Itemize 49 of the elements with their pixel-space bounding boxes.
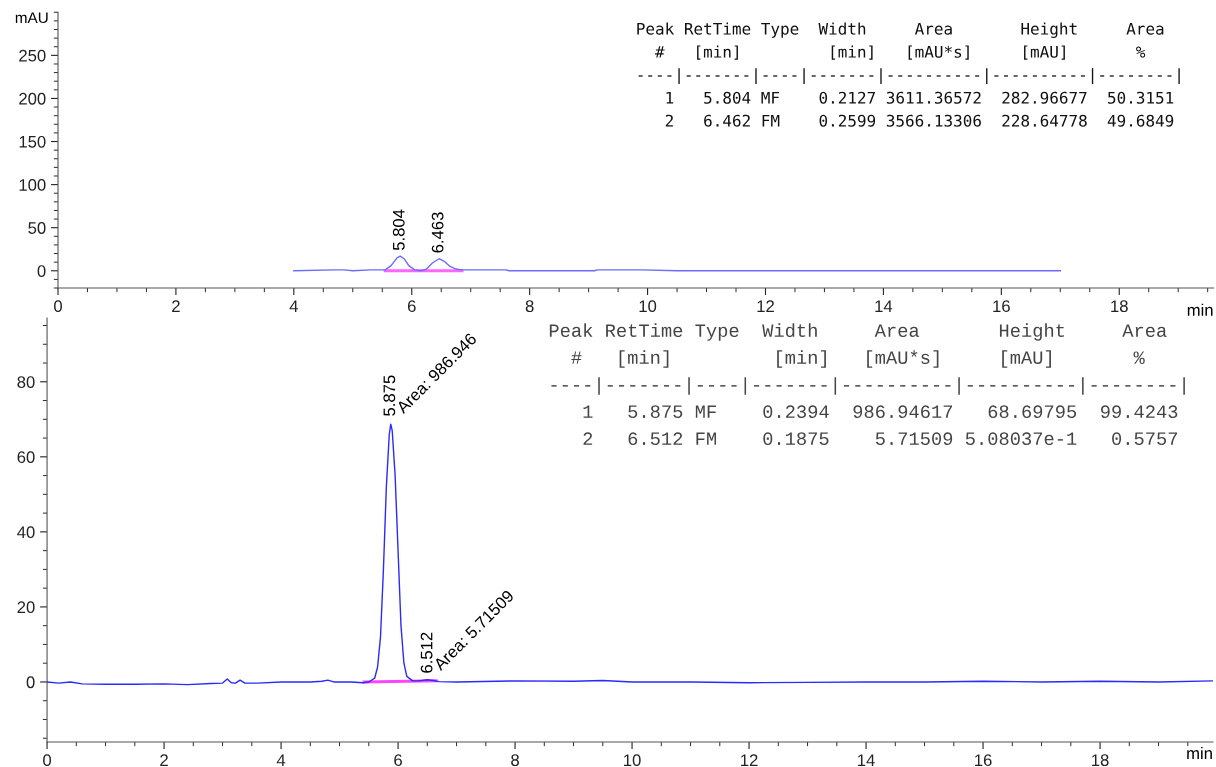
annotation: 5.804 [392, 209, 405, 251]
x-tick-label: 10 [639, 300, 657, 313]
annotation: # [min] [min] [mAU*s] [mAU] % [655, 45, 1146, 60]
annotation: # [min] [min] [mAU*s] [mAU] % [571, 350, 1145, 368]
y-tick-label: 250 [19, 49, 46, 62]
y-tick-label: 80 [17, 376, 35, 388]
x-tick-label: 14 [875, 300, 893, 312]
annotation: ----|-------|----|-------|----------|----------|--------| [638, 68, 1180, 85]
x-tick-label: 16 [975, 754, 992, 767]
annotation: ----|-------|----|-------|----------|----------|--------| [551, 377, 1185, 395]
line-series [293, 255, 1061, 272]
x-tick-label: 18 [1111, 300, 1128, 313]
x-tick-label: 6 [407, 300, 416, 313]
x-tick-label: 2 [172, 300, 180, 312]
annotation: Peak RetTime Type Width Area Height Area [549, 323, 1167, 341]
x-tick-label: 18 [1092, 754, 1109, 767]
x-axis-title: min [1187, 303, 1213, 316]
y-tick-label: 20 [17, 601, 35, 614]
x-tick-label: 14 [858, 754, 875, 766]
x-tick-label: 10 [624, 754, 641, 767]
x-tick-label: 4 [289, 300, 298, 312]
x-tick-label: 2 [160, 754, 168, 766]
x-tick-label: 8 [511, 754, 519, 767]
y-tick-label: 0 [37, 265, 46, 277]
x-tick-label: 4 [276, 754, 286, 766]
annotation: 1 5.875 MF 0.2394 986.94617 68.69795 99.4243 [583, 405, 1178, 419]
x-tick-label: 12 [757, 300, 774, 312]
annotation: 6.512 [420, 632, 433, 673]
y-axis-title: mAU [15, 12, 48, 24]
annotation: 2 6.512 FM 0.1875 5.71509 5.08037e-1 0.5757 [583, 432, 1178, 446]
y-tick-label: 200 [19, 92, 46, 105]
x-tick-label: 6 [394, 754, 402, 767]
line-series [47, 423, 1213, 686]
y-tick-label: 50 [28, 222, 46, 234]
y-tick-label: 100 [19, 179, 46, 191]
x-tick-label: 8 [525, 300, 534, 313]
annotation: 1 5.804 MF 0.2127 3611.36572 282.96677 50.3151 [666, 91, 1174, 104]
annotation: 5.875 [383, 375, 396, 416]
x-axis-title: min [1187, 746, 1212, 760]
x-tick-label: 0 [54, 300, 62, 313]
y-tick-label: 0 [26, 676, 35, 689]
annotation: Peak RetTime Type Width Area Height Area [637, 22, 1164, 38]
x-tick-label: 12 [741, 754, 758, 766]
y-tick-label: 60 [17, 451, 35, 464]
y-tick-label: 150 [19, 135, 46, 148]
annotation: 6.463 [431, 212, 444, 253]
x-tick-label: 16 [993, 300, 1010, 313]
y-tick-label: 40 [17, 526, 35, 539]
annotation: 2 6.462 FM 0.2599 3566.13306 228.64778 49.6849 [665, 114, 1174, 127]
